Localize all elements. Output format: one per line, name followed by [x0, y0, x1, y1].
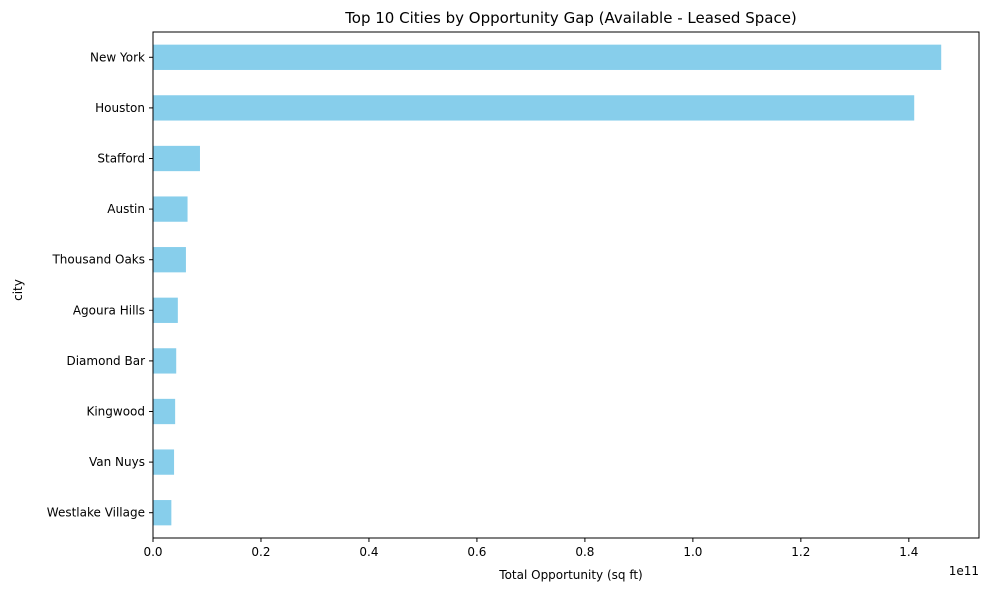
bar-new-york	[153, 44, 942, 70]
y-tick-label: Van Nuys	[89, 455, 145, 469]
x-axis-label: Total Opportunity (sq ft)	[498, 568, 642, 582]
x-tick-label: 0.8	[575, 545, 594, 559]
bar-stafford	[153, 145, 200, 172]
y-tick-label: Thousand Oaks	[51, 253, 145, 267]
bars-group	[153, 44, 942, 526]
chart-title: Top 10 Cities by Opportunity Gap (Availa…	[344, 9, 797, 27]
x-tick-label: 1.0	[683, 545, 702, 559]
bar-van-nuys	[153, 449, 175, 475]
y-tick-label: Westlake Village	[47, 506, 145, 520]
x-tick-label: 0.6	[467, 545, 486, 559]
y-tick-label: Houston	[95, 101, 145, 115]
bar-austin	[153, 196, 188, 222]
bar-diamond-bar	[153, 348, 177, 374]
bar-westlake-village	[153, 500, 172, 526]
x-axis-offset-text: 1e11	[949, 564, 979, 578]
bar-thousand-oaks	[153, 247, 186, 273]
y-tick-label: Agoura Hills	[73, 303, 145, 317]
y-tick-label: Stafford	[97, 152, 145, 166]
x-tick-label: 0.0	[143, 545, 162, 559]
x-tick-label: 1.4	[899, 545, 918, 559]
x-axis-ticks: 0.0 0.2 0.4 0.6 0.8 1.0 1.2 1.4	[143, 538, 918, 559]
bar-houston	[153, 95, 915, 121]
x-tick-label: 1.2	[791, 545, 810, 559]
bar-agoura-hills	[153, 297, 178, 323]
y-tick-label: Kingwood	[86, 405, 145, 419]
bar-kingwood	[153, 398, 176, 425]
plot-area-frame	[152, 31, 980, 539]
y-tick-label: New York	[90, 50, 145, 64]
y-tick-label: Diamond Bar	[66, 354, 145, 368]
y-axis-ticks: New York Houston Stafford Austin Thousand Oa…	[47, 50, 153, 520]
y-tick-label: Austin	[107, 202, 145, 216]
x-tick-label: 0.2	[251, 545, 270, 559]
y-axis-label: city	[11, 279, 25, 301]
x-tick-label: 0.4	[359, 545, 378, 559]
